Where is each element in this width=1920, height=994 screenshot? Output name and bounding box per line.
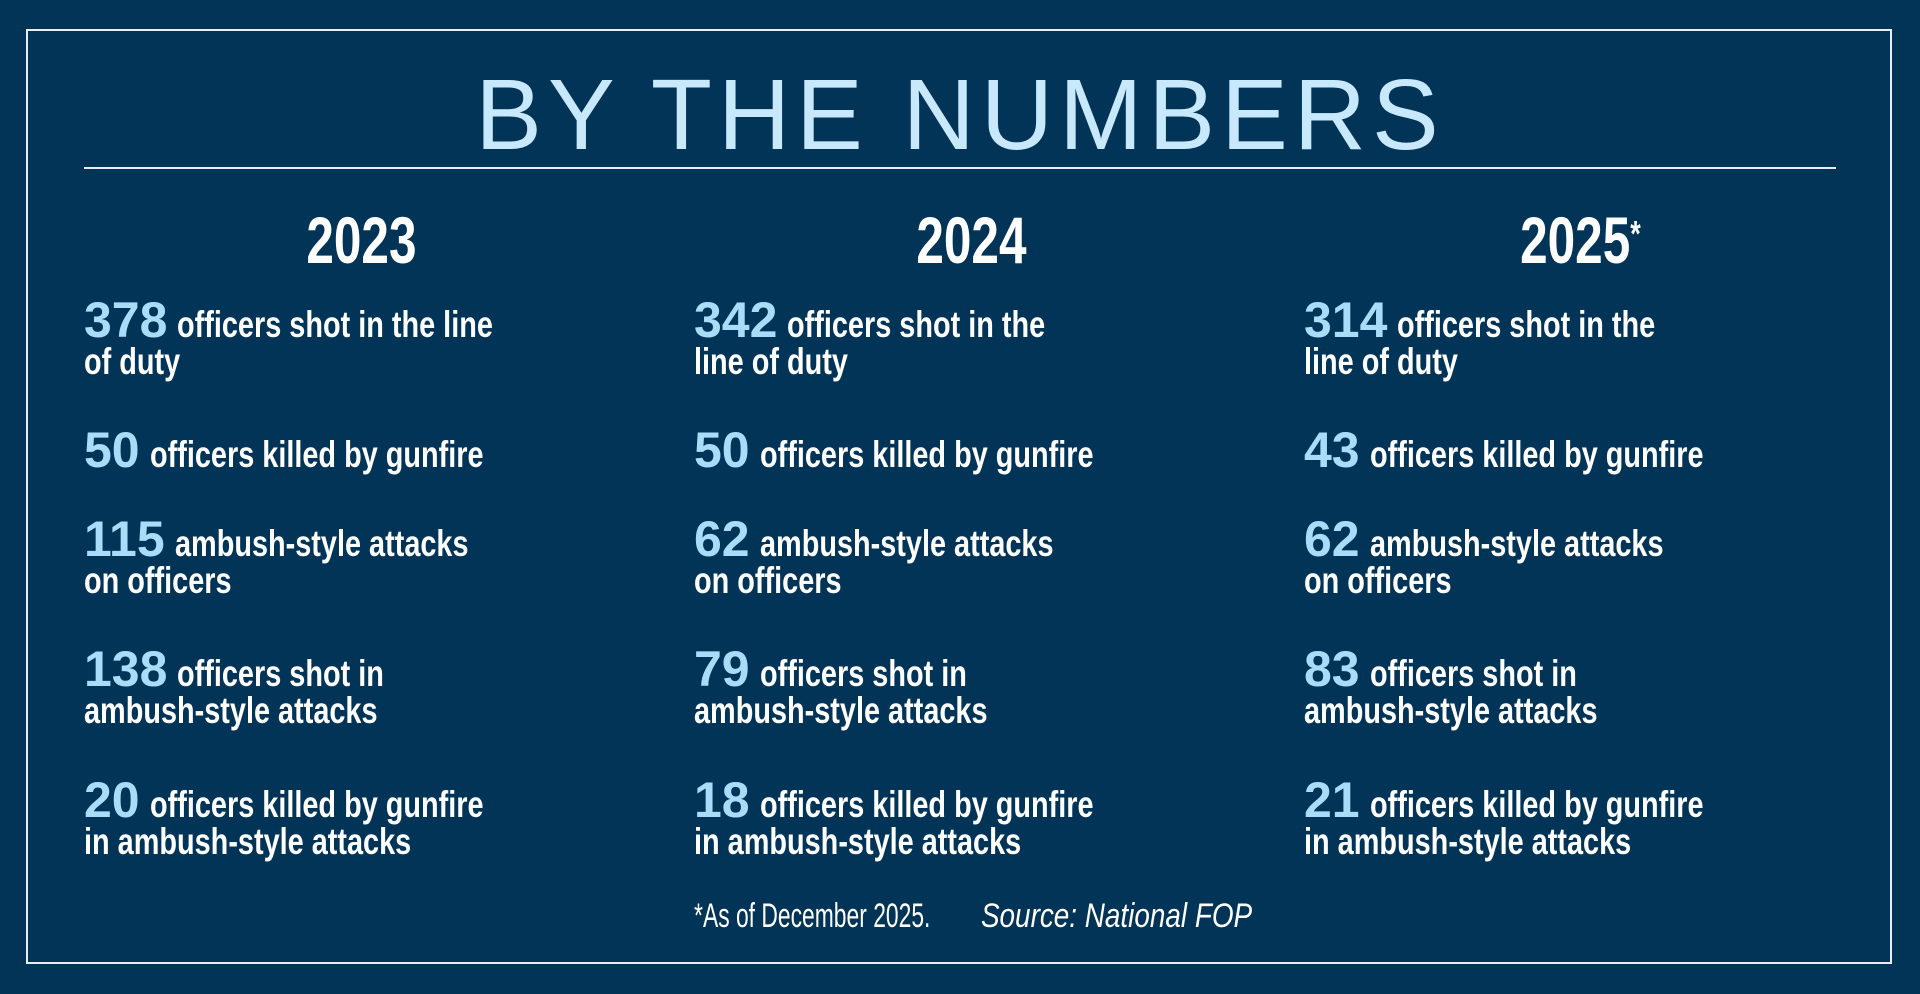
stat-text-line2: line of duty [694,341,848,382]
year-heading: 2025* [1300,205,1860,275]
stat-text-line1: officers killed by gunfire [149,434,484,475]
stat-text-line2: ambush-style attacks [694,690,988,731]
stat-number: 50 [84,422,140,478]
stat-number: 378 [84,292,168,348]
stat-number: 115 [84,511,165,567]
stat-text-line1: officers killed by gunfire [1369,434,1704,475]
stat-text-line1: officers shot in the [1397,304,1656,345]
stat-entry: 50 officers killed by gunfire [84,425,684,475]
stat-text-line2: in ambush-style attacks [84,821,412,862]
stat-text-line1: ambush-style attacks [759,523,1054,564]
stat-text-line1: ambush-style attacks [174,523,469,564]
stat-entry: 378 officers shot in the line of duty [84,295,684,382]
stat-entry: 62 ambush-style attacks on officers [1304,514,1904,601]
stat-text-line2: in ambush-style attacks [694,821,1022,862]
page-title: BY THE NUMBERS [475,59,1445,171]
year-label: 2024 [915,203,1027,277]
title-divider [84,167,1836,169]
stat-text-line2: on officers [84,560,232,601]
stat-text-line2: line of duty [1304,341,1458,382]
stat-entry: 21 officers killed by gunfire in ambush-s… [1304,775,1904,862]
stat-text-line1: officers killed by gunfire [759,784,1094,825]
stat-entry: 314 officers shot in the line of duty [1304,295,1904,382]
footnote: *As of December 2025. [693,897,931,935]
stat-entry: 83 officers shot in ambush-style attacks [1304,644,1904,731]
stat-text-line1: officers shot in the [787,304,1046,345]
stat-text-line2: of duty [84,341,181,382]
stat-text-line1: officers shot in [759,653,967,694]
stat-number: 43 [1304,422,1360,478]
asterisk: * [1629,213,1641,254]
stat-text-line1: officers shot in [1369,653,1577,694]
year-label: 2025 [1519,203,1630,277]
stat-number: 21 [1304,772,1360,828]
stat-number: 138 [84,641,168,697]
stat-entry: 20 officers killed by gunfire in ambush-s… [84,775,684,862]
stat-text-line1: officers killed by gunfire [1369,784,1704,825]
stat-text-line2: ambush-style attacks [1304,690,1598,731]
stat-number: 83 [1304,641,1360,697]
stat-entry: 138 officers shot in ambush-style attacks [84,644,684,731]
stat-text-line1: officers shot in the line [177,304,494,345]
stat-text-line2: on officers [1304,560,1452,601]
footer: *As of December 2025. Source: National FO… [0,897,1920,936]
stat-number: 18 [694,772,750,828]
stat-entry: 342 officers shot in the line of duty [694,295,1294,382]
stat-entry: 79 officers shot in ambush-style attacks [694,644,1294,731]
stat-text-line1: officers killed by gunfire [149,784,484,825]
year-heading: 2023 [81,205,641,275]
stat-number: 20 [84,772,140,828]
stat-text-line2: on officers [694,560,842,601]
stat-number: 62 [1304,511,1360,567]
year-label: 2023 [305,203,417,277]
stat-entry: 43 officers killed by gunfire [1304,425,1904,475]
stat-text-line2: ambush-style attacks [84,690,378,731]
stat-number: 342 [694,292,778,348]
stat-entry: 50 officers killed by gunfire [694,425,1294,475]
border-frame [26,29,1892,964]
stat-number: 50 [694,422,750,478]
stat-text-line1: ambush-style attacks [1369,523,1664,564]
stat-text-line1: officers shot in [177,653,385,694]
stat-number: 62 [694,511,750,567]
stat-number: 79 [694,641,750,697]
stat-text-line1: officers killed by gunfire [759,434,1094,475]
stat-entry: 62 ambush-style attacks on officers [694,514,1294,601]
stat-number: 314 [1304,292,1388,348]
source-credit: Source: National FOP [980,897,1253,935]
stat-text-line2: in ambush-style attacks [1304,821,1632,862]
year-heading: 2024 [691,205,1251,275]
stat-entry: 18 officers killed by gunfire in ambush-s… [694,775,1294,862]
stat-entry: 115 ambush-style attacks on officers [84,514,684,601]
